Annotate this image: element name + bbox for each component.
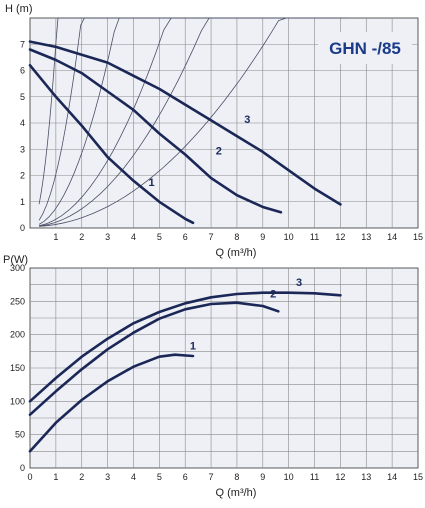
x-tick-label: 0	[27, 472, 32, 482]
series-1-line	[28, 353, 195, 453]
x-tick-label: 3	[105, 232, 110, 242]
y-tick-label: 2	[20, 171, 25, 181]
y-tick-label: 300	[10, 263, 25, 273]
x-tick-label: 8	[234, 232, 239, 242]
series-3-label: 3	[244, 114, 250, 126]
y-axis-label: H (m)	[5, 3, 33, 15]
x-tick-label: 7	[209, 472, 214, 482]
x-tick-label: 5	[157, 232, 162, 242]
chart-title: GHN -/85	[329, 39, 401, 58]
x-tick-label: 12	[335, 232, 345, 242]
x-tick-label: 1	[53, 472, 58, 482]
x-tick-label: 8	[234, 472, 239, 482]
x-tick-label: 10	[284, 472, 294, 482]
series-1-label: 1	[190, 340, 196, 352]
y-tick-label: 1	[20, 197, 25, 207]
x-tick-label: 9	[260, 232, 265, 242]
x-tick-label: 13	[361, 232, 371, 242]
x-tick-label: 5	[157, 472, 162, 482]
series-3-line	[28, 40, 342, 206]
system-curve	[39, 17, 349, 227]
y-tick-label: 5	[20, 92, 25, 102]
x-tick-label: 13	[361, 472, 371, 482]
x-tick-label: 2	[79, 472, 84, 482]
series-2-label: 2	[270, 288, 276, 300]
x-tick-label: 10	[284, 232, 294, 242]
series-2-label: 2	[216, 146, 222, 158]
y-tick-label: 0	[20, 463, 25, 473]
series-3-label: 3	[296, 277, 302, 289]
y-tick-label: 250	[10, 296, 25, 306]
x-tick-label: 7	[209, 232, 214, 242]
y-tick-label: 7	[20, 39, 25, 49]
x-tick-label: 11	[310, 472, 319, 482]
series-1-label: 1	[149, 177, 155, 189]
x-tick-label: 9	[260, 472, 265, 482]
series-2-line	[28, 48, 283, 214]
x-tick-label: 1	[53, 232, 58, 242]
y-tick-label: 200	[10, 330, 25, 340]
series-2-line	[28, 301, 280, 416]
power-curve-chart: 0 1 2 3 4 5 6 7 8 9 10 11 12 13 14 15050100150200250300…	[3, 254, 423, 499]
x-tick-label: 12	[335, 472, 345, 482]
x-tick-label: 3	[105, 472, 110, 482]
x-axis-label: Q (m³/h)	[216, 247, 257, 259]
y-tick-label: 6	[20, 66, 25, 76]
x-tick-label: 11	[310, 232, 319, 242]
x-tick-label: 15	[413, 232, 423, 242]
x-tick-label: 15	[413, 472, 423, 482]
y-tick-label: 0	[20, 223, 25, 233]
y-tick-label: 3	[20, 144, 25, 154]
x-tick-label: 4	[131, 232, 136, 242]
y-tick-label: 150	[10, 363, 25, 373]
y-tick-label: 100	[10, 396, 25, 406]
x-tick-label: 14	[387, 472, 397, 482]
x-tick-label: 6	[183, 472, 188, 482]
series-3-line	[28, 291, 342, 403]
x-tick-label: 6	[183, 232, 188, 242]
x-tick-label: 4	[131, 472, 136, 482]
y-tick-label: 4	[20, 118, 25, 128]
x-tick-label: 2	[79, 232, 84, 242]
x-tick-label: 14	[387, 232, 397, 242]
y-tick-label: 50	[15, 430, 25, 440]
series-1-line	[28, 64, 195, 225]
y-axis-label: P(W)	[3, 254, 28, 266]
title-background	[318, 32, 412, 64]
x-axis-label: Q (m³/h)	[216, 487, 257, 499]
